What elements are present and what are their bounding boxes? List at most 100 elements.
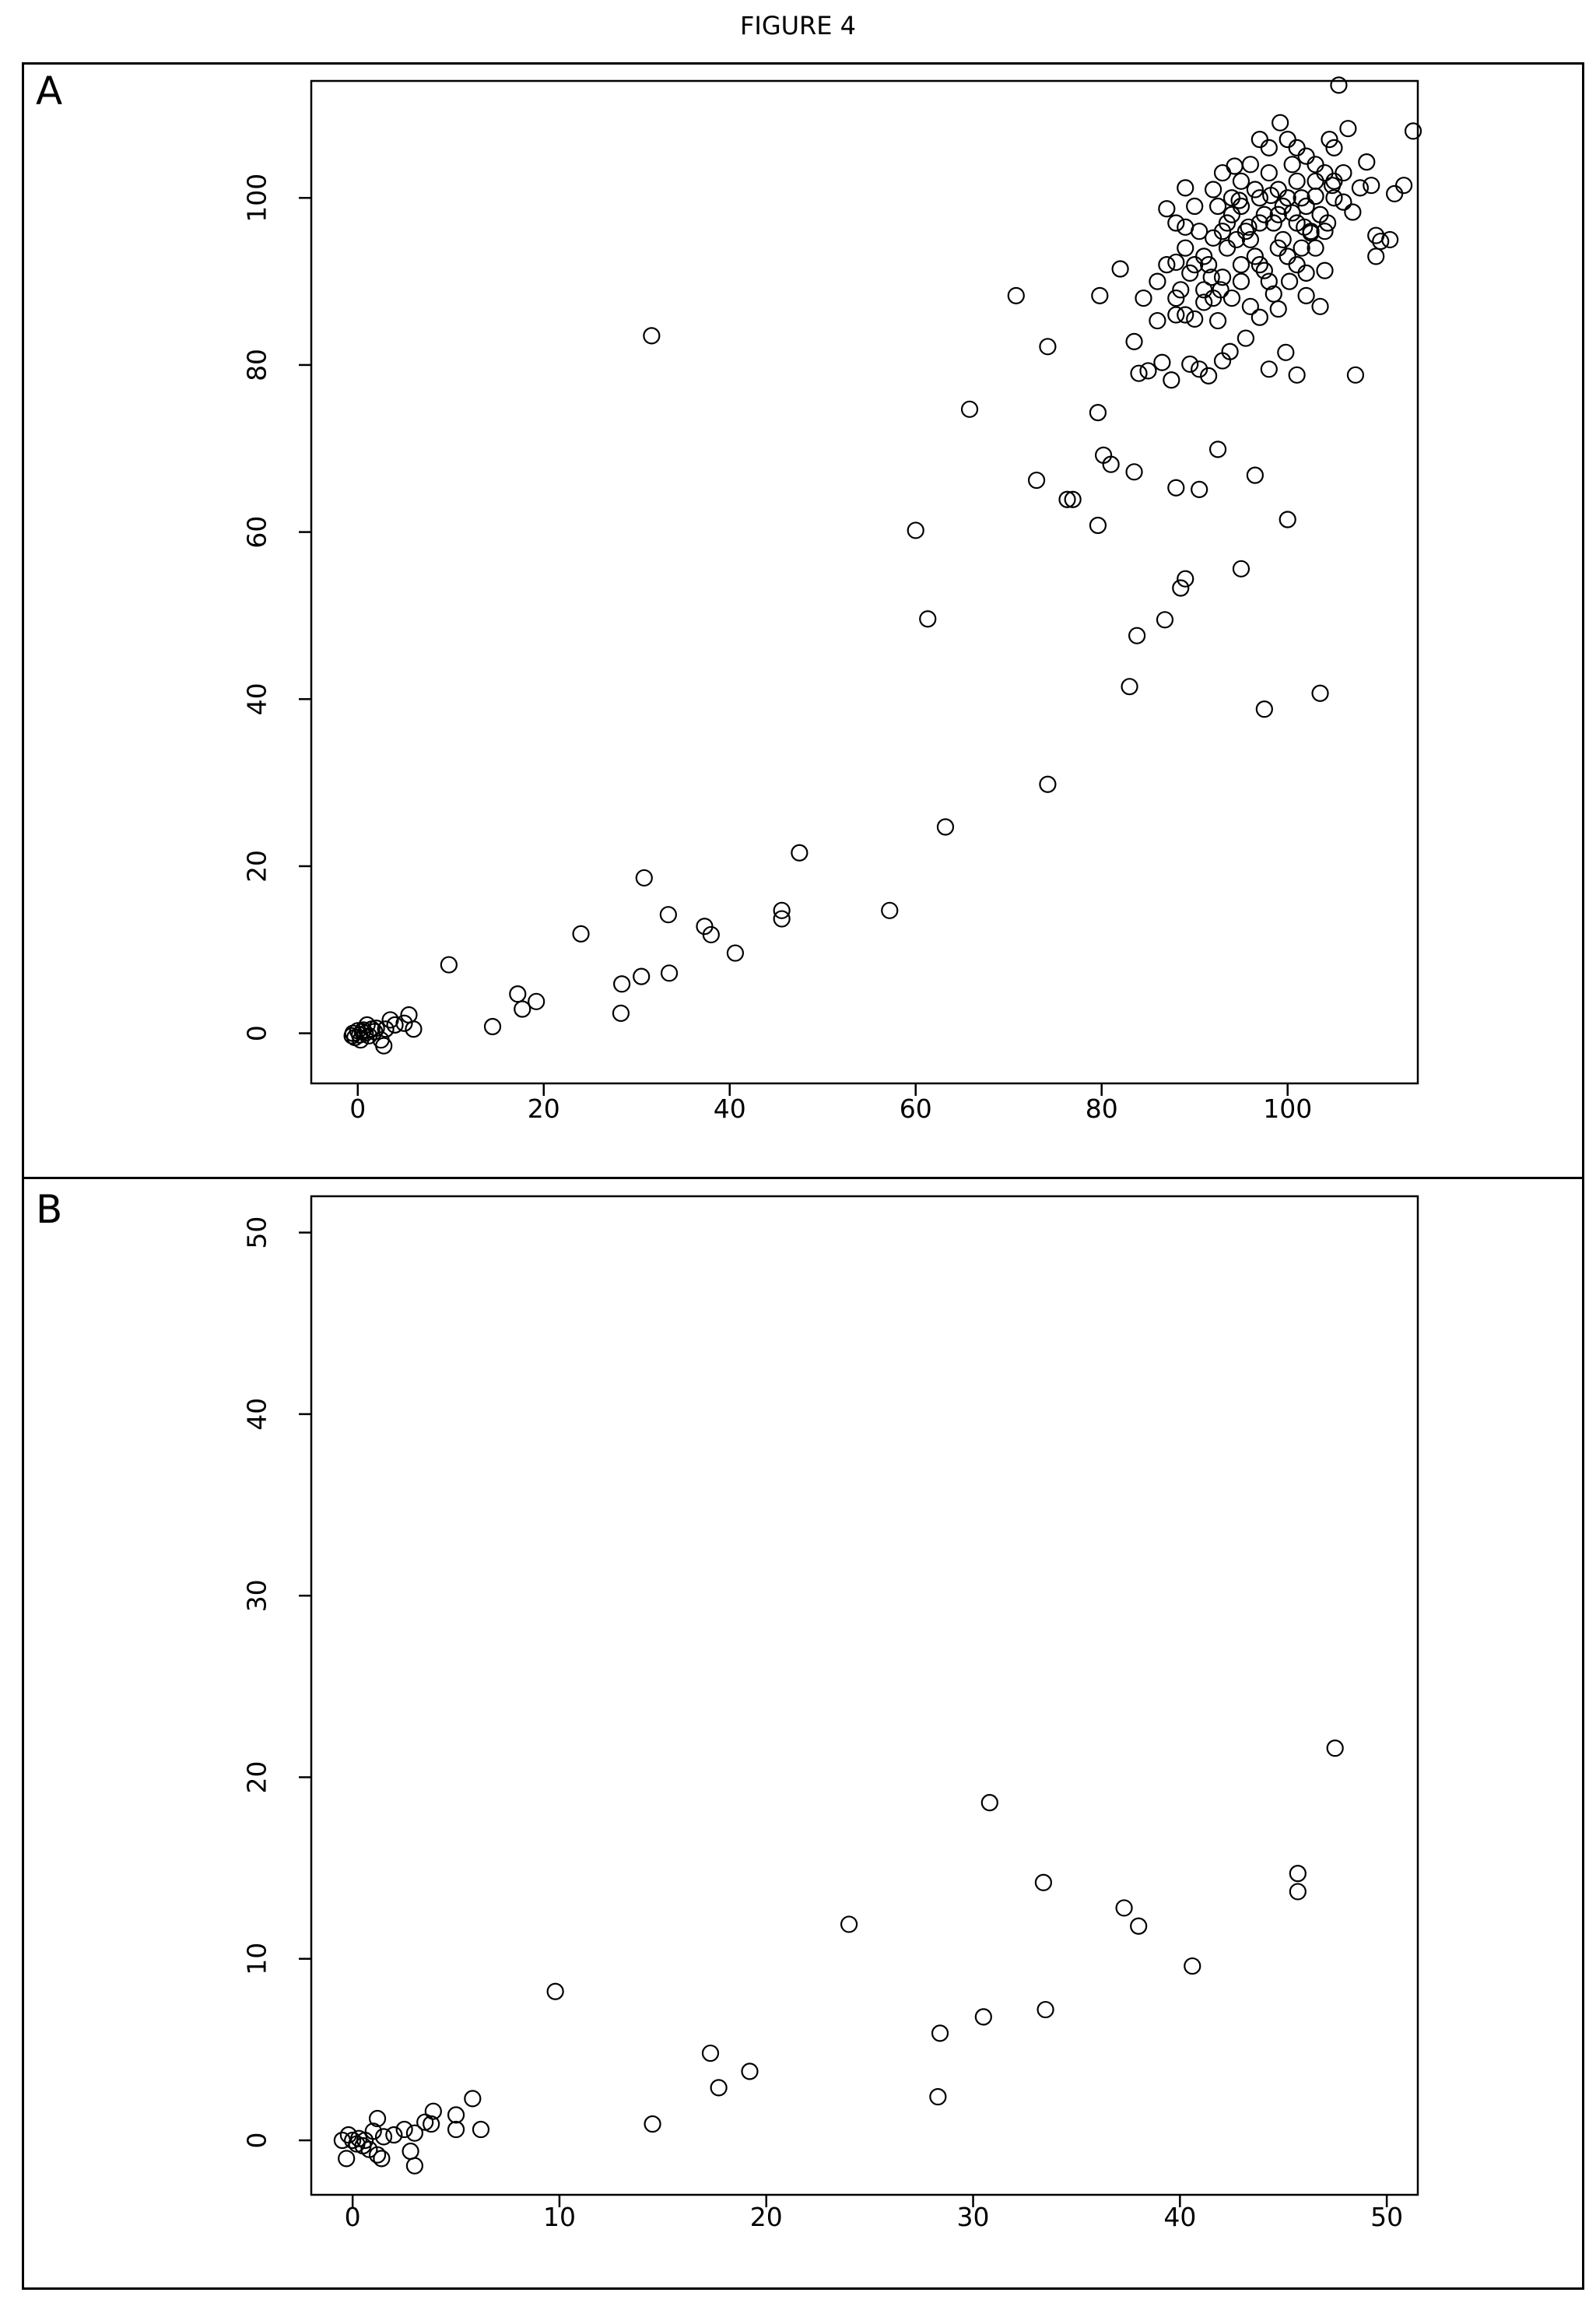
data-point-a [1279, 131, 1296, 149]
panel-label-b: B [36, 1187, 63, 1232]
data-point-a [1139, 362, 1157, 380]
plot-area-a [310, 79, 1419, 1085]
data-point-a [1386, 184, 1404, 202]
x-tick-label-a: 80 [1086, 1094, 1118, 1124]
data-point-a [1177, 239, 1194, 257]
data-point-a [1316, 223, 1334, 240]
y-tick-label-a: 80 [242, 349, 272, 381]
data-point-a [1121, 678, 1138, 696]
data-point-b [710, 2079, 728, 2097]
data-point-a [366, 1023, 384, 1041]
data-point-a [1039, 338, 1057, 356]
data-point-a [659, 906, 677, 924]
data-point-a [1250, 308, 1268, 326]
data-point-a [1260, 272, 1278, 290]
y-tick-label-a: 60 [242, 516, 272, 549]
data-point-a [1156, 611, 1174, 629]
x-tick-label-b: 20 [750, 2202, 783, 2232]
data-point-a [1260, 139, 1278, 156]
data-point-a [1246, 181, 1264, 198]
data-point-b [1326, 1740, 1344, 1757]
data-point-a [660, 964, 679, 982]
data-point-a [612, 1004, 630, 1022]
y-tick-label-b: 10 [242, 1943, 272, 1975]
data-point-a [1293, 239, 1310, 257]
data-point-a [1128, 627, 1146, 644]
data-point-a [1232, 197, 1250, 216]
data-point-a [1297, 286, 1315, 304]
data-point-b [472, 2120, 490, 2139]
data-point-a [960, 400, 979, 418]
data-point-a [514, 1000, 531, 1018]
data-point-a [1288, 172, 1306, 190]
data-point-b [447, 2106, 465, 2124]
data-point-a [1274, 197, 1292, 216]
data-point-a [1394, 177, 1413, 195]
data-point-a [1177, 570, 1194, 588]
data-point-a [1260, 163, 1278, 182]
data-point-a [1277, 343, 1295, 361]
data-point-a [1102, 455, 1120, 473]
data-point-a [1195, 281, 1213, 299]
figure-frame [22, 62, 1584, 2290]
data-point-a [1269, 300, 1287, 318]
data-point-a [1255, 700, 1273, 718]
data-point-a [1351, 179, 1370, 197]
data-point-a [1269, 181, 1287, 198]
data-point-a [635, 869, 653, 887]
data-point-a [1153, 353, 1171, 371]
x-tick-label-b: 30 [957, 2202, 990, 2232]
data-point-b [1184, 1957, 1201, 1975]
data-point-a [1250, 131, 1268, 149]
data-point-a [1027, 471, 1046, 490]
data-point-a [1358, 153, 1376, 171]
data-point-a [1316, 163, 1334, 182]
data-point-a [1297, 147, 1315, 165]
data-point-a [528, 992, 545, 1010]
data-point-a [1311, 684, 1329, 702]
data-point-a [1226, 157, 1243, 175]
data-point-a [1232, 272, 1250, 290]
data-point-a [377, 1020, 395, 1038]
data-point-a [1297, 264, 1315, 282]
x-tick-label-b: 10 [543, 2202, 576, 2232]
data-point-a [381, 1011, 399, 1029]
panel-label-a: A [36, 68, 63, 114]
data-point-a [1335, 163, 1352, 182]
data-point-a [1149, 272, 1166, 290]
data-point-b [364, 2122, 382, 2140]
plot-area-b [310, 1195, 1419, 2196]
data-point-a [395, 1014, 413, 1032]
data-point-a [1186, 310, 1204, 328]
data-point-a [1311, 297, 1329, 315]
data-point-a [1111, 260, 1129, 278]
data-point-a [791, 844, 809, 862]
data-point-a [1307, 156, 1324, 174]
data-point-a [1232, 560, 1250, 578]
data-point-a [1325, 139, 1343, 156]
data-point-a [1279, 511, 1296, 528]
data-point-a [1208, 441, 1227, 458]
data-point-a [1218, 214, 1236, 232]
data-point-b [385, 2126, 403, 2144]
data-point-a [1241, 156, 1260, 174]
x-tick-label-a: 40 [714, 1094, 746, 1124]
data-point-a [633, 967, 651, 985]
data-point-a [1167, 479, 1185, 497]
data-point-a [1221, 342, 1239, 360]
data-point-a [1163, 371, 1180, 389]
data-point-a [509, 985, 527, 1003]
data-point-a [343, 1027, 361, 1044]
data-point-a [643, 327, 661, 345]
x-tick-label-b: 50 [1370, 2202, 1403, 2232]
data-point-b [840, 1915, 858, 1933]
data-point-b [929, 2087, 947, 2106]
data-point-a [1250, 256, 1268, 274]
data-point-a [1089, 516, 1107, 535]
data-point-a [1218, 239, 1236, 257]
data-point-a [1236, 223, 1255, 240]
data-point-a [1330, 76, 1348, 94]
data-point-a [1307, 239, 1324, 257]
data-point-a [1177, 179, 1194, 197]
data-point-b [338, 2150, 356, 2168]
